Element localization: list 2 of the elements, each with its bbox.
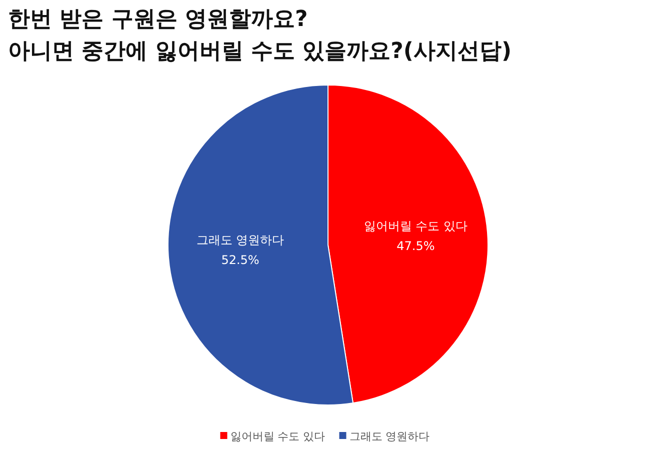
title: 한번 받은 구원은 영원할까요? xyxy=(8,7,308,32)
subtitle: 아니면 중간에 잃어버릴 수도 있을까요?(사지선답) xyxy=(8,39,512,64)
